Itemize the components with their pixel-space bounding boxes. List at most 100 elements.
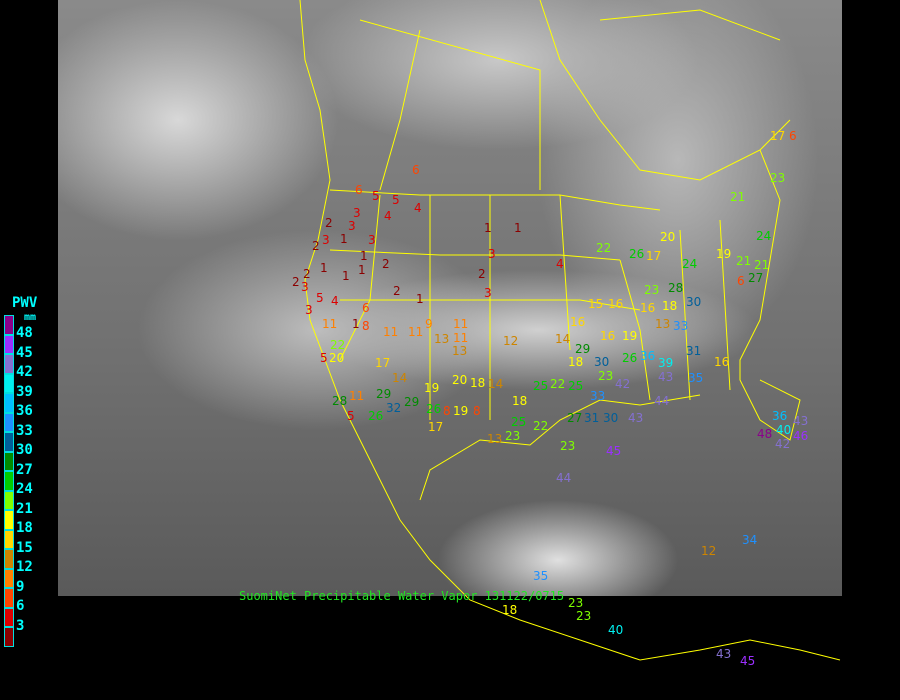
station-pwv-value: 22 [550, 377, 566, 391]
station-pwv-value: 30 [686, 295, 702, 309]
station-pwv-value: 18 [512, 394, 528, 408]
boundary-line [539, 0, 791, 181]
station-pwv-value: 45 [740, 654, 756, 668]
station-pwv-value: 42 [615, 377, 631, 391]
legend-swatch [4, 471, 14, 491]
legend-label: 36 [16, 403, 33, 419]
station-pwv-value: 20 [329, 351, 345, 365]
legend-swatch [4, 529, 14, 549]
satellite-image [58, 0, 842, 596]
station-pwv-value: 18 [502, 603, 518, 617]
station-pwv-value: 1 [358, 263, 366, 277]
boundary-line [329, 249, 621, 261]
station-pwv-value: 1 [340, 232, 348, 246]
station-pwv-value: 26 [426, 402, 442, 416]
station-pwv-value: 43 [793, 414, 809, 428]
boundary-line [419, 394, 701, 501]
legend-label: 15 [16, 539, 33, 556]
station-pwv-value: 17 [428, 420, 444, 434]
station-pwv-value: 14 [488, 377, 504, 391]
station-pwv-value: 3 [368, 233, 376, 247]
legend-swatch [4, 373, 14, 393]
station-pwv-value: 26 [629, 247, 645, 261]
station-pwv-value: 25 [533, 379, 549, 393]
legend-label: 39 [16, 383, 33, 400]
station-pwv-value: 40 [608, 623, 624, 637]
station-pwv-value: 8 [362, 319, 370, 333]
station-pwv-value: 22 [596, 241, 612, 255]
legend-swatch [4, 627, 14, 647]
boundary-line [719, 219, 731, 391]
station-pwv-value: 22 [533, 419, 549, 433]
legend-swatch [4, 549, 14, 569]
station-pwv-value: 36 [772, 409, 788, 423]
legend-swatch [4, 510, 14, 530]
station-pwv-value: 2 [303, 267, 311, 281]
station-pwv-value: 2 [325, 216, 333, 230]
station-pwv-value: 13 [655, 317, 671, 331]
legend-swatch [4, 334, 14, 354]
station-pwv-value: 12 [503, 334, 519, 348]
station-pwv-value: 30 [594, 355, 610, 369]
station-pwv-value: 23 [644, 283, 660, 297]
station-pwv-value: 5 [372, 189, 380, 203]
station-pwv-value: 33 [590, 389, 606, 403]
station-pwv-value: 43 [628, 411, 644, 425]
station-pwv-value: 6 [355, 183, 363, 197]
station-pwv-value: 35 [533, 569, 549, 583]
station-pwv-value: 13 [487, 432, 503, 446]
station-pwv-value: 11 [349, 389, 365, 403]
station-pwv-value: 19 [453, 404, 469, 418]
station-pwv-value: 24 [756, 229, 772, 243]
station-pwv-value: 29 [575, 342, 591, 356]
station-pwv-value: 45 [606, 444, 622, 458]
station-pwv-value: 3 [353, 206, 361, 220]
station-pwv-value: 39 [658, 356, 674, 370]
station-pwv-value: 23 [598, 369, 614, 383]
station-pwv-value: 6 [789, 129, 797, 143]
station-pwv-value: 5 [347, 409, 355, 423]
legend-swatch [4, 354, 14, 374]
station-pwv-value: 22 [330, 338, 346, 352]
legend-label: 27 [16, 461, 33, 478]
boundary-line [679, 229, 691, 401]
station-pwv-value: 19 [716, 247, 732, 261]
station-pwv-value: 23 [505, 429, 521, 443]
legend-unit: mm [24, 312, 37, 323]
legend-label: 24 [16, 481, 33, 497]
station-pwv-value: 43 [716, 647, 732, 661]
station-pwv-value: 33 [673, 319, 689, 333]
station-pwv-value: 1 [416, 292, 424, 306]
station-pwv-value: 3 [322, 233, 330, 247]
station-pwv-value: 9 [425, 317, 433, 331]
legend-swatch [4, 490, 14, 510]
station-pwv-value: 20 [452, 373, 468, 387]
station-pwv-value: 27 [567, 411, 583, 425]
station-pwv-value: 32 [386, 401, 402, 415]
boundary-line [340, 299, 641, 311]
legend-label: 12 [16, 559, 33, 575]
station-pwv-value: 19 [424, 381, 440, 395]
station-pwv-value: 46 [793, 429, 809, 443]
station-pwv-value: 11 [453, 317, 469, 331]
legend-label: 42 [16, 364, 33, 380]
boundary-line [379, 29, 421, 191]
station-pwv-value: 1 [320, 261, 328, 275]
station-pwv-value: 15 [588, 297, 604, 311]
boundary-line [359, 19, 541, 190]
station-pwv-value: 27 [748, 271, 764, 285]
station-pwv-value: 5 [316, 291, 324, 305]
station-pwv-value: 16 [714, 355, 730, 369]
station-pwv-value: 23 [560, 439, 576, 453]
station-pwv-value: 1 [514, 221, 522, 235]
station-pwv-value: 14 [555, 332, 571, 346]
station-pwv-value: 12 [701, 544, 717, 558]
legend-label: 21 [16, 500, 33, 517]
station-pwv-value: 3 [301, 280, 309, 294]
station-pwv-value: 6 [737, 274, 745, 288]
station-pwv-value: 13 [434, 332, 450, 346]
station-pwv-value: 17 [770, 129, 786, 143]
station-pwv-value: 5 [392, 193, 400, 207]
legend-label: 6 [16, 598, 25, 614]
legend-swatch [4, 568, 14, 588]
